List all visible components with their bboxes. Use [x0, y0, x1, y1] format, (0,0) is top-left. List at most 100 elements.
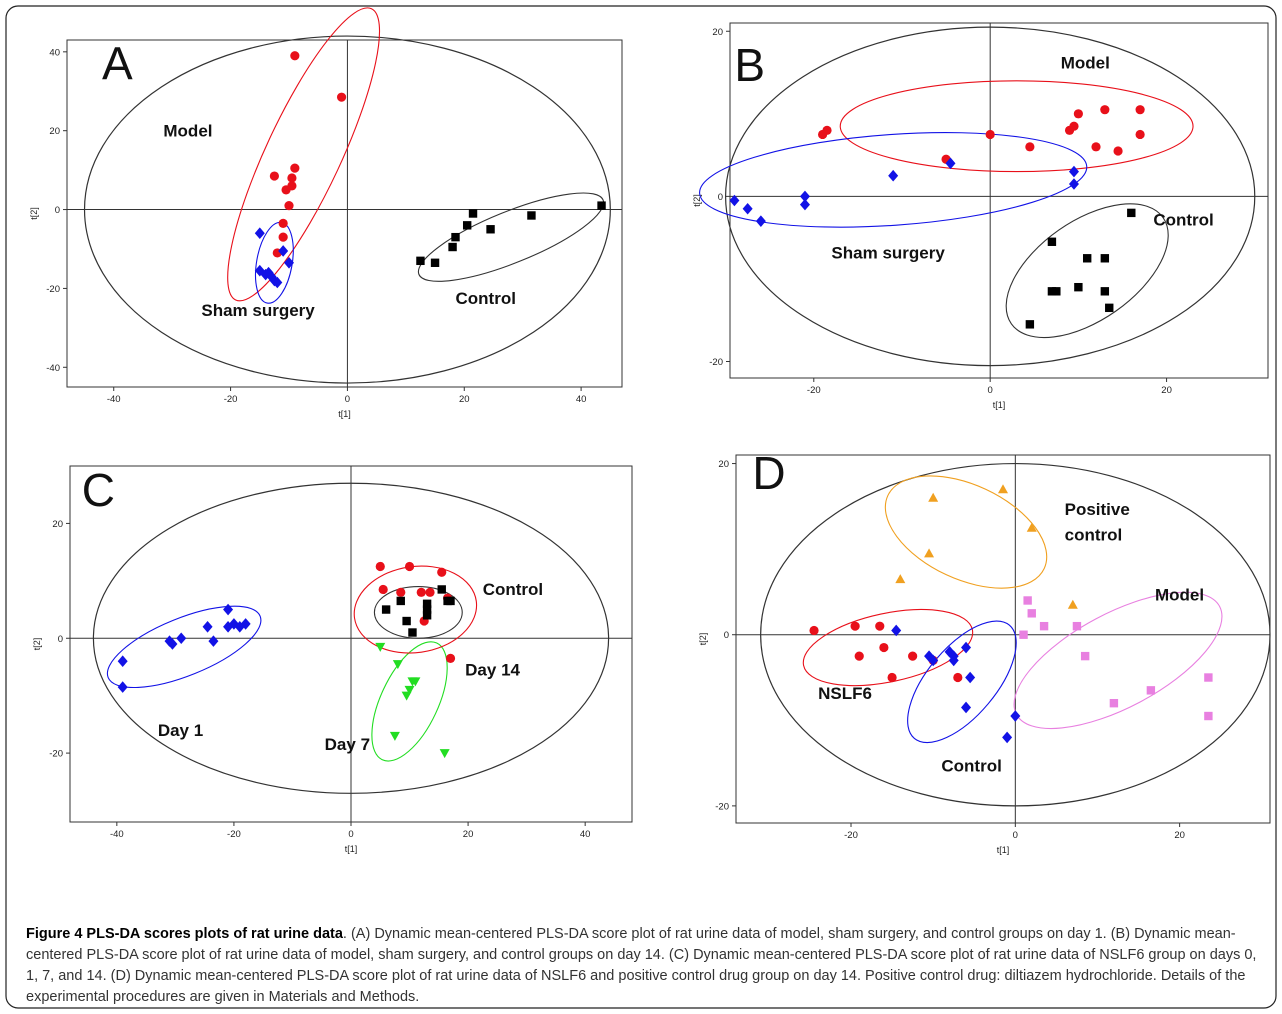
point-control-a: [430, 258, 440, 267]
group-label-day-1-c: Day 1: [158, 721, 203, 740]
point-control-b: [1105, 303, 1114, 313]
group-label-nslf6-d: NSLF6: [818, 684, 872, 703]
point-positive-control-d: [924, 548, 935, 558]
point-control-d: [891, 624, 902, 637]
point-model-d: [1204, 673, 1213, 682]
point-control-b: [1047, 237, 1057, 246]
y-tick-label-a: -40: [46, 363, 60, 374]
point-model-d: [1072, 621, 1082, 631]
group-label-sham-surgery-a: Sham surgery: [201, 301, 315, 320]
point-sham-surgery-b: [755, 215, 766, 227]
point-day-7-c: [404, 685, 415, 695]
point-day-14-c: [437, 567, 447, 577]
point-nslf6-d: [953, 672, 963, 683]
point-control-c: [422, 611, 432, 620]
point-sham-surgery-a: [254, 227, 265, 240]
x-tick-label-a: -40: [107, 394, 121, 405]
point-control-c: [396, 596, 405, 606]
point-model-b: [1113, 146, 1123, 156]
group-label-control-c: Control: [483, 580, 543, 599]
y-tick-label-a: 40: [49, 47, 60, 58]
panel-letter-c: C: [82, 464, 115, 516]
y-tick-label-b: -20: [709, 357, 723, 368]
x-tick-label-d: -20: [844, 830, 858, 841]
point-day-7-c: [389, 731, 400, 741]
y-tick-label-d: 0: [724, 630, 729, 641]
panel-letter-b: B: [734, 39, 765, 91]
point-positive-control-d: [998, 484, 1008, 494]
plot-area-b: [729, 22, 1269, 379]
point-day-14-c: [445, 653, 456, 663]
x-axis-label-d: t[1]: [997, 845, 1010, 855]
point-control-d: [965, 671, 976, 684]
point-model-a: [287, 173, 297, 183]
point-day-7-c: [439, 749, 450, 759]
y-axis-label-d: t[2]: [698, 633, 708, 646]
point-day-7-c: [375, 642, 386, 652]
group-ellipse-model-a: [227, 7, 381, 302]
point-positive-control-d: [928, 492, 939, 502]
point-model-a: [269, 171, 279, 181]
group-label-model-b: Model: [1061, 53, 1110, 72]
y-tick-label-d: -20: [715, 801, 729, 812]
point-day-7-c: [392, 660, 403, 670]
point-control-a: [448, 242, 457, 252]
point-model-d: [1027, 609, 1036, 618]
point-nslf6-d: [879, 642, 889, 653]
point-control-a: [416, 256, 425, 266]
x-tick-label-c: -20: [227, 829, 241, 840]
point-control-b: [1127, 208, 1136, 218]
point-sham-surgery-a: [272, 276, 283, 289]
x-axis-label-c: t[1]: [345, 844, 358, 854]
point-day-1-c: [240, 618, 251, 630]
x-tick-label-c: -40: [110, 829, 124, 840]
group-label-model-d: Model: [1155, 585, 1204, 604]
group-ellipse-model-b: [839, 80, 1194, 173]
y-tick-label-c: -20: [49, 749, 63, 760]
group-ellipse-day-7-c: [371, 641, 448, 762]
point-sham-surgery-b: [729, 194, 740, 207]
x-axis-label-b: t[1]: [993, 400, 1006, 410]
point-control-b: [1074, 282, 1083, 292]
scores-plot-a: -40 -20 0 20 40 -40 -20 0 20 40 t[1] t[2] A Model Sham…: [29, 7, 623, 419]
point-control-c: [408, 628, 417, 637]
scores-plot-c: -40 -20 0 20 40 -20 0 20 t[1] t[2] C Control Day 14 D…: [32, 464, 633, 854]
point-control-b: [1082, 254, 1092, 263]
point-control-d: [961, 701, 972, 714]
point-model-d: [1146, 686, 1156, 695]
x-tick-label-b: 0: [988, 385, 993, 396]
point-model-a: [278, 218, 288, 228]
group-ellipse-control-d: [907, 620, 1017, 744]
point-model-b: [818, 129, 828, 140]
point-control-d: [1002, 731, 1013, 744]
y-tick-label-a: -20: [46, 284, 60, 295]
point-model-b: [1135, 105, 1145, 115]
point-nslf6-d: [850, 621, 860, 631]
point-control-d: [948, 654, 959, 667]
group-label-sham-surgery-b: Sham surgery: [831, 243, 945, 262]
x-tick-label-b: -20: [807, 385, 821, 396]
point-day-1-c: [176, 632, 187, 645]
scores-plot-d: -20 0 20 -20 0 20 t[1] t[2] D Positive control Mode…: [698, 447, 1271, 855]
point-control-c: [422, 605, 432, 614]
plot-area-a: [66, 39, 623, 388]
point-sham-surgery-b: [1068, 178, 1079, 190]
x-tick-label-c: 20: [463, 829, 474, 840]
group-ellipse-nslf6-d: [802, 609, 974, 687]
group-label-day-14-c: Day 14: [465, 661, 520, 680]
group-ellipse-control-b: [1005, 203, 1169, 339]
confidence-ellipse-c: [92, 482, 610, 794]
y-tick-label-a: 20: [49, 126, 60, 137]
point-day-14-c: [416, 587, 426, 597]
point-model-b: [1073, 109, 1083, 119]
point-sham-surgery-b: [1068, 165, 1079, 178]
point-day-1-c: [228, 618, 239, 630]
point-model-a: [336, 92, 347, 102]
point-day-1-c: [223, 620, 234, 633]
point-day-14-c: [375, 561, 385, 572]
y-tick-label-c: 0: [58, 634, 63, 645]
y-tick-label-a: 0: [55, 205, 60, 216]
confidence-ellipse-b: [724, 26, 1256, 367]
point-nslf6-d: [854, 651, 864, 661]
point-day-14-c: [404, 561, 415, 572]
